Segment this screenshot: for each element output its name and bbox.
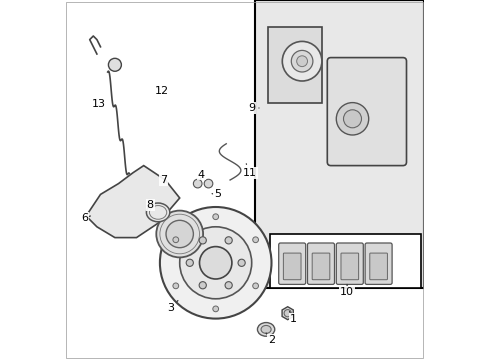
Text: 1: 1: [289, 311, 296, 324]
Circle shape: [296, 56, 307, 67]
Circle shape: [224, 237, 232, 244]
Circle shape: [282, 41, 321, 81]
Text: 7: 7: [160, 175, 167, 185]
FancyBboxPatch shape: [283, 253, 301, 280]
Circle shape: [284, 310, 291, 317]
FancyBboxPatch shape: [326, 58, 406, 166]
Text: 10: 10: [340, 284, 353, 297]
Circle shape: [252, 283, 258, 289]
Circle shape: [204, 179, 212, 188]
FancyBboxPatch shape: [278, 243, 305, 284]
FancyBboxPatch shape: [336, 243, 363, 284]
Circle shape: [193, 179, 202, 188]
Polygon shape: [86, 166, 179, 238]
Text: 4: 4: [197, 170, 204, 180]
FancyBboxPatch shape: [307, 243, 334, 284]
Text: 12: 12: [154, 86, 168, 96]
FancyBboxPatch shape: [269, 234, 420, 288]
Text: 2: 2: [265, 333, 274, 345]
FancyBboxPatch shape: [311, 253, 329, 280]
Ellipse shape: [257, 323, 274, 336]
Circle shape: [238, 259, 244, 266]
Circle shape: [199, 282, 206, 289]
FancyBboxPatch shape: [255, 0, 424, 288]
Text: 5: 5: [212, 189, 221, 199]
Circle shape: [199, 237, 206, 244]
Circle shape: [173, 237, 178, 243]
Text: 6: 6: [81, 213, 90, 223]
Ellipse shape: [146, 203, 169, 222]
Circle shape: [173, 283, 178, 289]
Circle shape: [343, 110, 361, 128]
Text: 11: 11: [243, 164, 256, 178]
Text: 13: 13: [92, 99, 105, 109]
Circle shape: [160, 207, 271, 319]
FancyBboxPatch shape: [340, 253, 358, 280]
Text: 3: 3: [167, 301, 178, 313]
Circle shape: [166, 220, 193, 248]
Circle shape: [199, 247, 231, 279]
Circle shape: [212, 214, 218, 220]
Polygon shape: [282, 307, 293, 320]
Circle shape: [179, 227, 251, 299]
Circle shape: [336, 103, 368, 135]
Ellipse shape: [261, 325, 270, 333]
FancyBboxPatch shape: [369, 253, 386, 280]
Circle shape: [252, 237, 258, 243]
Circle shape: [224, 282, 232, 289]
Circle shape: [108, 58, 121, 71]
FancyBboxPatch shape: [365, 243, 391, 284]
Circle shape: [186, 259, 193, 266]
FancyBboxPatch shape: [267, 27, 321, 103]
Circle shape: [212, 306, 218, 312]
Text: 9: 9: [247, 103, 259, 113]
Circle shape: [291, 50, 312, 72]
Text: 8: 8: [146, 200, 153, 210]
Circle shape: [156, 211, 203, 257]
